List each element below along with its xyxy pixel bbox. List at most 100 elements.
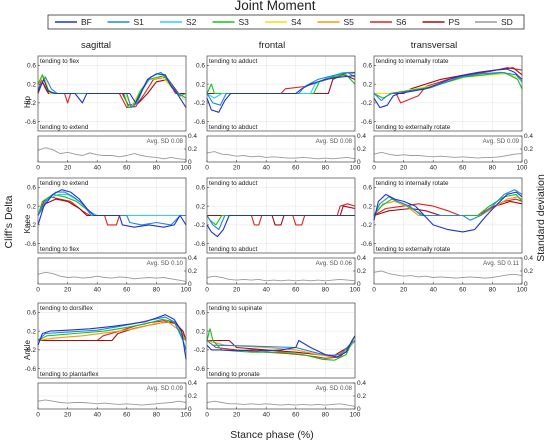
sd-tick-label: 0.2: [188, 146, 197, 153]
sd-tick-label: 0.4: [188, 255, 197, 262]
sd-tick-label: 0.2: [188, 393, 197, 400]
sd-tick-label: 0: [357, 281, 361, 288]
series-line-sd: [206, 275, 356, 282]
x-tick-label: 60: [459, 287, 467, 294]
delta-axes-frame: [37, 302, 187, 379]
avg-sd-label: Avg. SD 0.06: [316, 260, 353, 267]
panel-ankle-sagittal: 0.6 0.2 -0.2 -0.6 0.4 0.2 0 0 20 40 60 80 100 tending…: [25, 302, 197, 419]
annotation-top: tending to extend: [40, 180, 89, 187]
y-tick-label: 0.2: [196, 328, 205, 335]
x-tick-label: 80: [322, 412, 330, 419]
y-tick-label: -0.6: [25, 366, 37, 373]
delta-axes-frame: [206, 302, 356, 379]
annotation-top: tending to internally rotate: [376, 180, 449, 187]
sd-tick-label: 0.2: [357, 146, 366, 153]
sd-tick-label: 0.4: [524, 255, 533, 262]
panel-knee-transversal: 0.6 0.2 -0.2 -0.6 0.4 0.2 0 0 20 40 60 80 100 tending…: [361, 177, 533, 294]
series-line-s1: [206, 71, 356, 106]
annotation-bottom: tending to abduct: [209, 124, 258, 131]
series-line-s3: [206, 328, 356, 361]
sd-tick-label: 0.4: [188, 380, 197, 387]
y-tick-label: -0.6: [25, 119, 37, 126]
y-tick-label: 0.2: [363, 81, 372, 88]
x-tick-label: 100: [181, 412, 192, 419]
y-tick-label: -0.2: [361, 222, 373, 229]
series-line-s5: [37, 321, 187, 342]
sd-tick-label: 0: [524, 281, 528, 288]
sd-tick-label: 0.2: [524, 268, 533, 275]
x-tick-label: 60: [123, 287, 131, 294]
series-line-sd: [206, 151, 356, 160]
x-tick-label: 100: [517, 165, 528, 172]
annotation-top: tending to supinate: [209, 305, 263, 312]
y-tick-label: -0.6: [25, 241, 37, 248]
sd-tick-label: 0.2: [357, 393, 366, 400]
annotation-bottom: tending to externally rotate: [376, 124, 451, 131]
series-line-sd: [206, 400, 356, 407]
annotation-bottom: tending to abduct: [209, 246, 258, 253]
x-tick-label: 40: [263, 287, 271, 294]
sd-tick-label: 0.2: [188, 268, 197, 275]
series-line-s2: [206, 71, 356, 99]
y-tick-label: 0.2: [27, 328, 36, 335]
legend-label-s3: S3: [239, 17, 250, 27]
sd-tick-label: 0: [188, 406, 192, 413]
sd-tick-label: 0: [188, 281, 192, 288]
x-tick-label: 40: [263, 165, 271, 172]
x-tick-label: 100: [517, 287, 528, 294]
x-tick-label: 0: [205, 412, 209, 419]
x-tick-label: 0: [36, 412, 40, 419]
x-tick-label: 0: [205, 165, 209, 172]
delta-axes-frame: [37, 177, 187, 254]
x-tick-label: 80: [489, 287, 497, 294]
y-tick-label: -0.2: [25, 100, 37, 107]
series-line-bf: [373, 191, 523, 233]
y-tick-label: -0.2: [25, 347, 37, 354]
x-tick-label: 20: [64, 165, 72, 172]
y-tick-label: 0.2: [27, 81, 36, 88]
series-line-s6: [207, 203, 356, 226]
x-tick-label: 100: [181, 165, 192, 172]
series-line-bf: [206, 75, 356, 113]
sd-tick-label: 0.2: [357, 268, 366, 275]
annotation-top: tending to internally rotate: [376, 58, 449, 65]
x-tick-label: 60: [123, 165, 131, 172]
x-tick-label: 20: [400, 165, 408, 172]
y-tick-label: 0.6: [27, 310, 36, 317]
annotation-bottom: tending to pronate: [209, 371, 260, 378]
y-tick-label: 0.2: [363, 203, 372, 210]
y-tick-label: 0.2: [196, 81, 205, 88]
y-axis-label-standard-deviation: Standard deviation: [535, 174, 547, 262]
x-tick-label: 20: [64, 412, 72, 419]
series-line-s3: [206, 74, 356, 95]
row-label-ankle: Ankle: [23, 339, 32, 360]
avg-sd-label: Avg. SD 0.11: [483, 260, 519, 267]
figure-title: Joint Moment: [234, 0, 315, 13]
x-tick-label: 80: [322, 165, 330, 172]
x-tick-label: 60: [292, 287, 300, 294]
sd-tick-label: 0.4: [357, 380, 366, 387]
x-tick-label: 0: [36, 165, 40, 172]
x-tick-label: 60: [292, 412, 300, 419]
series-line-s1: [206, 340, 356, 357]
y-tick-label: 0.2: [196, 203, 205, 210]
sd-tick-label: 0: [524, 159, 528, 166]
column-title-sagittal: sagittal: [81, 40, 111, 51]
x-tick-label: 40: [430, 287, 438, 294]
avg-sd-label: Avg. SD 0.09: [147, 385, 184, 392]
x-tick-label: 20: [233, 412, 241, 419]
y-tick-label: 0.6: [363, 185, 372, 192]
annotation-bottom: tending to plantarflex: [40, 371, 99, 378]
y-tick-label: 0.6: [196, 63, 205, 70]
y-tick-label: -0.2: [194, 100, 206, 107]
y-tick-label: -0.6: [194, 366, 206, 373]
panel-hip-sagittal: 0.6 0.2 -0.2 -0.6 0.4 0.2 0 0 20 40 60 80 100 tending…: [25, 55, 197, 172]
y-tick-label: 0.6: [27, 63, 36, 70]
x-tick-label: 20: [233, 287, 241, 294]
avg-sd-label: Avg. SD 0.08: [147, 138, 184, 145]
annotation-top: tending to flex: [40, 58, 80, 65]
x-tick-label: 40: [263, 412, 271, 419]
delta-axes-frame: [206, 177, 356, 254]
series-line-sd: [37, 147, 187, 160]
